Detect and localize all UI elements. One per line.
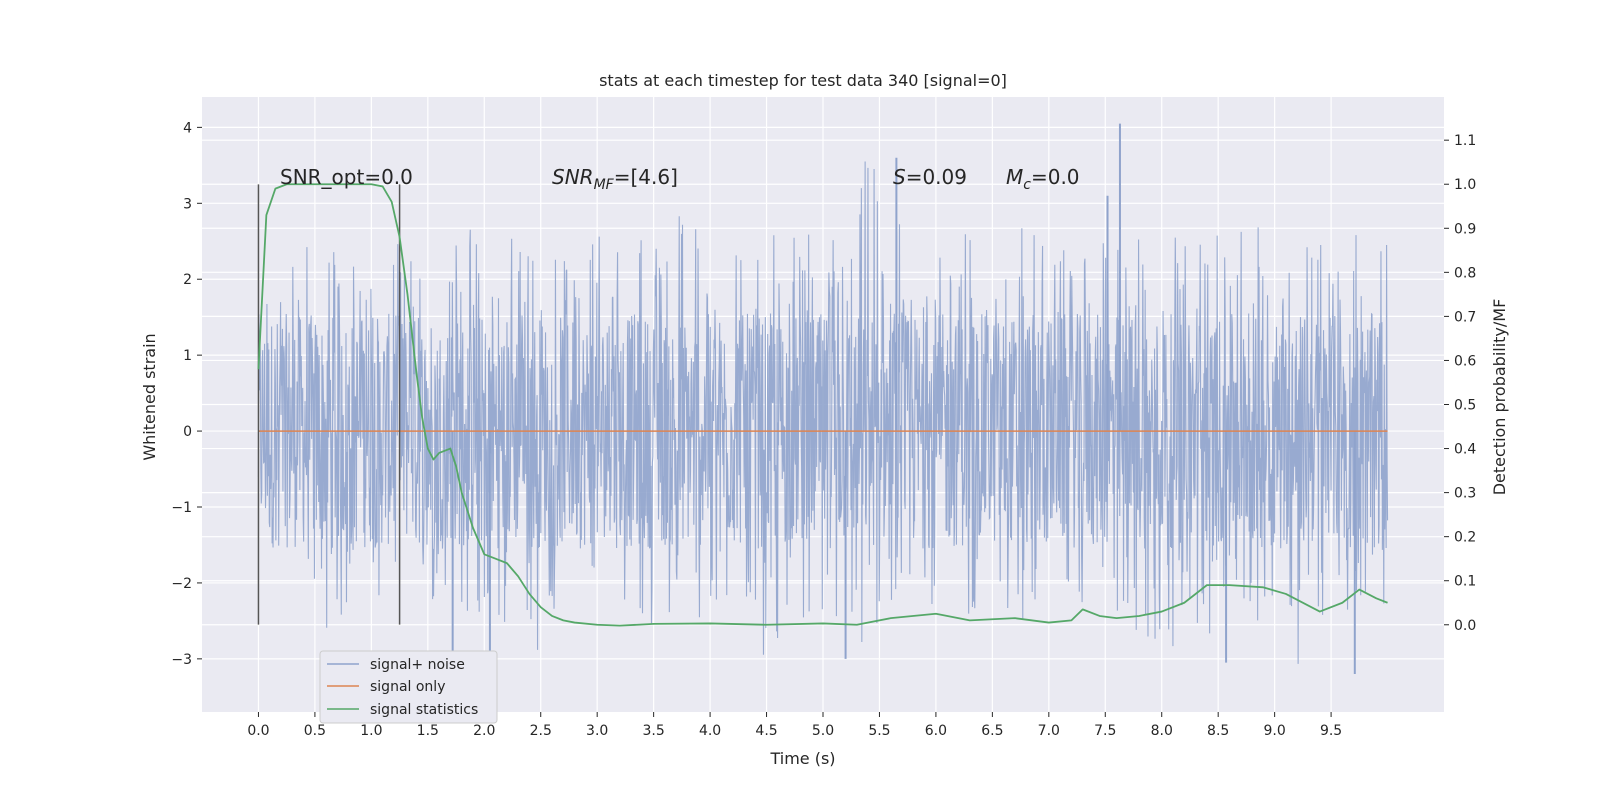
x-tick-label: 0.0: [247, 723, 269, 739]
vertical-markers: [257, 184, 401, 625]
x-axis-label: Time (s): [769, 749, 835, 768]
legend-label-signal-noise: signal+ noise: [370, 657, 465, 673]
y-tick-label: 3: [183, 196, 192, 212]
y-right-tick-label: 1.0: [1454, 177, 1476, 193]
x-tick-label: 3.5: [643, 723, 665, 739]
x-tick-label: 2.5: [530, 723, 552, 739]
y-right-tick-label: 0.4: [1454, 442, 1476, 458]
x-tick-label: 6.5: [981, 723, 1003, 739]
y-tick-label: −2: [171, 576, 192, 592]
x-tick-label: 9.5: [1320, 723, 1342, 739]
annotation-snr-opt: SNR_opt=0.0: [280, 165, 413, 189]
legend: signal+ noise signal only signal statist…: [319, 650, 498, 724]
y-right-tick-label: 0.8: [1454, 265, 1476, 281]
annotation-mc: Mc=0.0: [1006, 165, 1080, 193]
y-right-tick-label: 1.1: [1454, 133, 1476, 149]
y-tick-label: 1: [183, 348, 192, 364]
y-right-tick-label: 0.3: [1454, 486, 1476, 502]
x-tick-label: 8.5: [1207, 723, 1229, 739]
x-tick-label: 7.5: [1094, 723, 1116, 739]
x-tick-label: 6.0: [925, 723, 947, 739]
x-tick-label: 4.5: [755, 723, 777, 739]
y-right-tick-label: 0.2: [1454, 530, 1476, 546]
y-right-tick-label: 0.6: [1454, 353, 1476, 369]
x-tick-label: 5.5: [868, 723, 890, 739]
y-right-tick-label: 0.9: [1454, 221, 1476, 237]
x-tick-label: 7.0: [1038, 723, 1060, 739]
x-tick-label: 1.5: [417, 723, 439, 739]
x-tick-label: 4.0: [699, 723, 721, 739]
y-tick-label: 0: [183, 424, 192, 440]
y-axis-label: Whitened strain: [140, 333, 159, 460]
y-tick-label: 4: [183, 120, 192, 136]
signal-statistics-series: [257, 183, 1388, 627]
y-axis-left-ticks: −3 −2 −1 0 1 2 3 4: [171, 120, 202, 668]
signal-noise-series: [257, 123, 1389, 675]
y-axis-right-label: Detection probability/MF: [1490, 299, 1509, 496]
y-tick-label: −3: [171, 652, 192, 668]
y-right-tick-label: 0.7: [1454, 309, 1476, 325]
x-tick-label: 9.0: [1264, 723, 1286, 739]
y-tick-label: −1: [171, 500, 192, 516]
y-axis-right-ticks: 0.0 0.1 0.2 0.3 0.4 0.5 0.6 0.7 0.8 0.9 1.0 1.1: [1444, 133, 1476, 634]
chart-title: stats at each timestep for test data 340…: [599, 71, 1007, 90]
x-tick-label: 3.0: [586, 723, 608, 739]
noise-trace: [257, 161, 1389, 664]
x-tick-label: 8.0: [1151, 723, 1173, 739]
x-tick-label: 1.0: [360, 723, 382, 739]
legend-label-signal-only: signal only: [370, 679, 445, 695]
y-right-tick-label: 0.5: [1454, 398, 1476, 414]
y-tick-label: 2: [183, 272, 192, 288]
x-axis-ticks: 0.0 0.5 1.0 1.5 2.0 2.5 3.0 3.5 4.0 4.5 5.0 5.5 6.0 6…: [247, 712, 1342, 739]
x-tick-label: 5.0: [812, 723, 834, 739]
x-tick-label: 2.0: [473, 723, 495, 739]
y-right-tick-label: 0.1: [1454, 574, 1476, 590]
annotation-snr-mf: SNRMF=[4.6]: [552, 165, 678, 193]
x-tick-label: 0.5: [304, 723, 326, 739]
legend-box: [319, 650, 498, 724]
annotation-s: S=0.09: [893, 165, 967, 189]
y-right-tick-label: 0.0: [1454, 618, 1476, 634]
legend-label-signal-statistics: signal statistics: [370, 702, 478, 718]
